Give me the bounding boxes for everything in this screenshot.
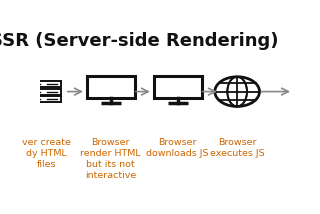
- Text: Browser
render HTML
but its not
interactive: Browser render HTML but its not interact…: [80, 138, 141, 180]
- FancyBboxPatch shape: [14, 89, 61, 95]
- Text: SSR (Server-side Rendering): SSR (Server-side Rendering): [0, 32, 278, 50]
- Text: Browser
downloads JS: Browser downloads JS: [146, 138, 209, 158]
- FancyBboxPatch shape: [14, 96, 61, 102]
- Text: ver create
dy HTML
files: ver create dy HTML files: [22, 138, 71, 169]
- FancyBboxPatch shape: [14, 81, 61, 87]
- FancyBboxPatch shape: [154, 76, 202, 98]
- FancyBboxPatch shape: [87, 76, 135, 98]
- Text: Browser
executes JS: Browser executes JS: [210, 138, 264, 158]
